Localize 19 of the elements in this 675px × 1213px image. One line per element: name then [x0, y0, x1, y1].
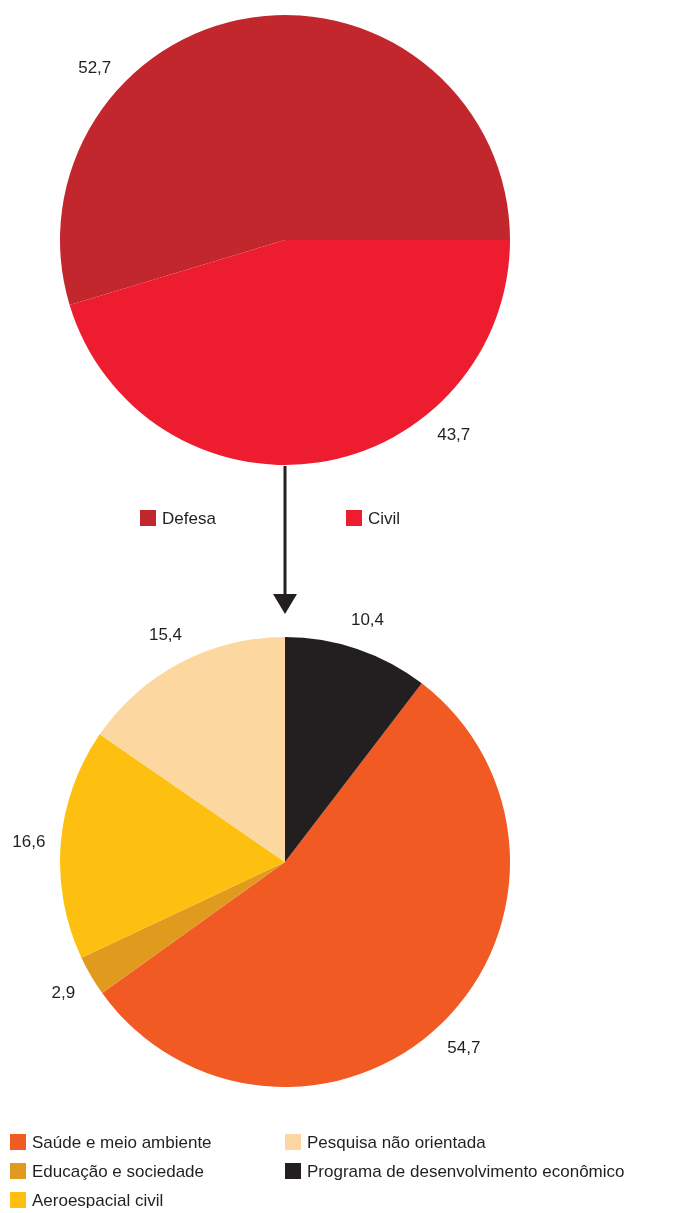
pie-slice — [285, 637, 422, 862]
data-label: 16,6 — [12, 831, 46, 851]
pie-slice — [69, 240, 510, 465]
pie-slice — [60, 15, 510, 306]
data-label: 52,7 — [78, 58, 112, 78]
legend-label: Programa de desenvolvimento econômico — [307, 1161, 625, 1181]
data-label: 10,4 — [350, 609, 385, 629]
data-label: 54,7 — [447, 1037, 481, 1057]
legend-label: Educação e sociedade — [32, 1161, 205, 1181]
legend-label: Saúde e meio ambiente — [32, 1132, 212, 1152]
legend-label: Pesquisa não orientada — [307, 1132, 487, 1152]
data-label: 15,4 — [148, 625, 182, 645]
data-label: 43,7 — [437, 424, 471, 444]
pie-slice — [60, 734, 285, 958]
legend-label: Defesa — [162, 508, 217, 528]
legend-label: Civil — [368, 508, 401, 528]
pie-slice — [102, 683, 510, 1087]
pie-slice — [81, 862, 285, 994]
data-label: 2,9 — [51, 983, 76, 1003]
